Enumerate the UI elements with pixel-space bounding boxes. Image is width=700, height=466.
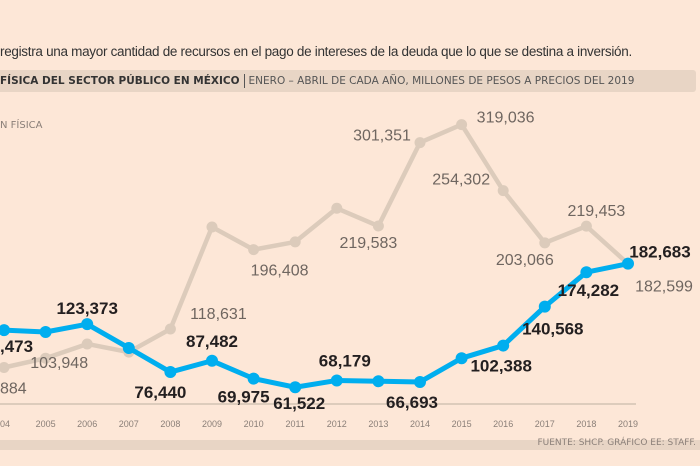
gray-data-label: 219,583 <box>339 235 397 252</box>
blue-data-label: 102,388 <box>470 357 531 376</box>
gray-data-point <box>372 220 384 232</box>
x-tick-label: 2017 <box>535 419 555 429</box>
blue-data-label: 68,179 <box>319 351 371 370</box>
legend-label: N FÍSICA <box>0 120 43 131</box>
x-tick-label: 2015 <box>452 419 472 429</box>
gray-data-point <box>248 244 260 256</box>
x-tick-label: 2008 <box>160 419 180 429</box>
blue-data-point <box>164 366 177 379</box>
gray-data-label: 319,036 <box>477 110 535 127</box>
x-tick-label: 2006 <box>77 419 97 429</box>
gray-data-label: 301,351 <box>353 128 411 145</box>
blue-data-point <box>81 318 94 331</box>
blue-data-label: 174,282 <box>558 281 619 300</box>
gray-data-point <box>456 119 468 131</box>
x-tick-label: 2012 <box>327 419 347 429</box>
blue-data-label: 66,693 <box>386 393 438 412</box>
blue-data-point <box>622 257 634 270</box>
blue-data-point <box>247 372 260 385</box>
gray-data-point <box>539 237 551 249</box>
blue-data-label: ,473 <box>0 337 33 356</box>
divider <box>243 74 245 88</box>
x-tick-label: 2016 <box>493 419 513 429</box>
blue-data-point <box>414 375 426 388</box>
x-tick-label: 2009 <box>202 419 222 429</box>
blue-data-point <box>455 352 468 365</box>
blue-data-point <box>0 324 10 337</box>
gray-data-point <box>289 236 301 248</box>
x-tick-label: 2007 <box>119 419 139 429</box>
gray-data-label: 203,066 <box>496 252 554 269</box>
gray-data-point <box>414 137 426 149</box>
blue-data-point <box>538 300 551 313</box>
blue-data-point <box>497 339 510 352</box>
x-tick-label: 2005 <box>36 419 56 429</box>
blue-data-label: 76,440 <box>134 383 186 402</box>
chart-header: FÍSICA DEL SECTOR PÚBLICO EN MÉXICO ENERO… <box>0 70 696 92</box>
blue-data-label: 69,975 <box>218 388 270 407</box>
blue-data-point <box>39 325 52 338</box>
gray-series-line <box>3 122 630 370</box>
gray-data-label: 219,453 <box>567 203 625 220</box>
x-tick-label: 2010 <box>244 419 264 429</box>
x-tick-label: 2013 <box>368 419 388 429</box>
gray-data-point <box>81 338 93 350</box>
blue-data-point <box>372 375 385 388</box>
x-tick-label: 04 <box>0 419 10 429</box>
blue-data-label: 140,568 <box>522 320 583 339</box>
gray-data-point <box>580 220 592 232</box>
x-tick-label: 2011 <box>286 419 305 429</box>
blue-data-label: 61,522 <box>273 394 325 413</box>
blue-series-line <box>3 261 629 390</box>
intro-text: registra una mayor cantidad de recursos … <box>0 44 632 59</box>
gray-data-point <box>206 221 218 233</box>
gray-data-point <box>331 202 343 214</box>
x-tick-label: 2014 <box>410 419 430 429</box>
blue-data-label: 182,683 <box>629 243 690 262</box>
x-tick-label: 2018 <box>576 419 596 429</box>
blue-data-point <box>289 381 302 394</box>
source-text: FUENTE: SHCP. GRÁFICO EE: STAFF. <box>537 438 696 448</box>
blue-data-label: 123,373 <box>56 299 117 318</box>
gray-data-label: 196,408 <box>251 263 309 280</box>
x-tick-label: 2019 <box>618 419 638 429</box>
blue-data-point <box>580 266 593 279</box>
gray-data-label: 182,599 <box>635 279 693 296</box>
blue-data-label: 87,482 <box>186 332 238 351</box>
chart-title: FÍSICA DEL SECTOR PÚBLICO EN MÉXICO <box>0 75 240 87</box>
blue-data-point <box>330 374 343 387</box>
gray-data-point <box>40 352 52 364</box>
gray-data-label: 254,302 <box>432 172 490 189</box>
chart-subtitle: ENERO – ABRIL DE CADA AÑO, MILLONES DE P… <box>248 75 635 87</box>
gray-data-point <box>497 185 509 197</box>
blue-data-point <box>122 342 135 354</box>
gray-data-point <box>164 323 176 335</box>
source-band <box>0 440 700 450</box>
gray-data-label: 103,948 <box>30 355 88 372</box>
gray-data-point <box>0 361 10 373</box>
gray-data-label: 884 <box>0 380 27 397</box>
blue-data-point <box>206 354 218 367</box>
gray-data-label: 118,631 <box>190 306 247 323</box>
